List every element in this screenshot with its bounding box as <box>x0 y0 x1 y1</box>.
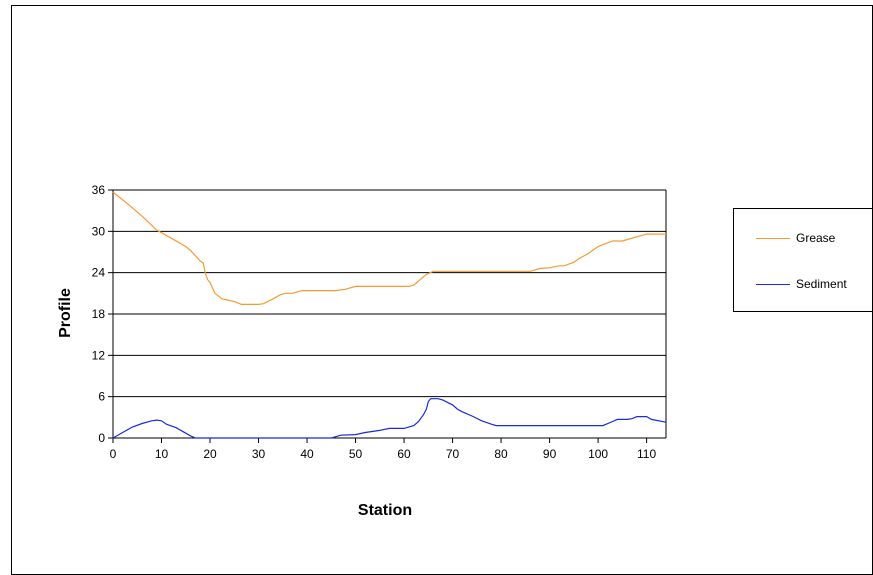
y-tick-label-36: 36 <box>92 183 106 197</box>
x-tick-label-50: 50 <box>349 447 363 461</box>
legend-entry-sediment: Sediment <box>734 277 873 293</box>
x-tick-label-10: 10 <box>155 447 169 461</box>
series-lines <box>112 191 667 439</box>
chart-area <box>11 5 873 575</box>
axes <box>108 189 667 443</box>
y-tick-label-6: 6 <box>98 390 105 404</box>
legend-swatch-grease <box>756 238 790 239</box>
y-axis-title: Profile <box>57 288 74 338</box>
x-tick-label-110: 110 <box>637 447 656 461</box>
x-tick-label-40: 40 <box>300 447 314 461</box>
x-tick-label-90: 90 <box>543 447 557 461</box>
legend-label-grease: Grease <box>796 231 836 245</box>
x-tick-label-20: 20 <box>203 447 217 461</box>
x-tick-label-0: 0 <box>110 447 117 461</box>
x-tick-label-60: 60 <box>397 447 411 461</box>
tick-labels: 0 6 12 18 24 30 36 0 10 20 30 40 50 60 70 80 90 100 110 <box>92 183 657 461</box>
x-axis-title: Station <box>358 502 412 519</box>
legend: Grease Sediment <box>733 208 873 312</box>
legend-swatch-sediment <box>756 284 790 285</box>
x-tick-label-30: 30 <box>252 447 266 461</box>
y-tick-label-30: 30 <box>92 224 106 238</box>
series-line-sediment <box>112 398 667 439</box>
y-tick-label-0: 0 <box>98 431 105 445</box>
x-tick-label-80: 80 <box>494 447 508 461</box>
y-tick-label-18: 18 <box>92 307 106 321</box>
y-tick-label-24: 24 <box>92 266 106 280</box>
x-tick-label-100: 100 <box>588 447 608 461</box>
gridlines <box>113 189 666 398</box>
y-tick-label-12: 12 <box>92 348 106 362</box>
series-line-grease <box>112 191 666 305</box>
x-tick-label-70: 70 <box>446 447 460 461</box>
legend-label-sediment: Sediment <box>796 277 847 291</box>
legend-entry-grease: Grease <box>734 231 873 247</box>
